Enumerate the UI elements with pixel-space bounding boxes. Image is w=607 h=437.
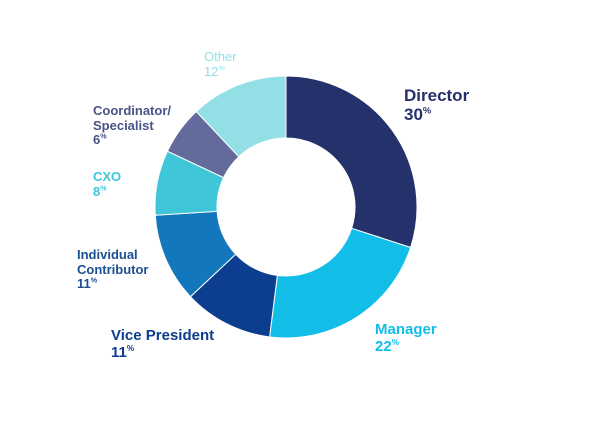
label-other: Other 12%: [204, 49, 237, 79]
label-coordinator-specialist: Coordinator/ Specialist 6%: [93, 103, 171, 148]
label-manager: Manager 22%: [375, 321, 437, 356]
label-other-name: Other: [204, 49, 237, 64]
label-individual-contributor-line2: Contributor: [77, 261, 149, 277]
label-coordinator-specialist-value: 6%: [93, 132, 107, 148]
label-cxo-value: 8%: [93, 183, 107, 199]
label-individual-contributor-line1: Individual: [77, 247, 138, 262]
label-individual-contributor: Individual Contributor 11%: [77, 247, 149, 292]
donut-slice-director: [285, 75, 418, 249]
label-director-name: Director: [404, 86, 470, 105]
label-cxo: CXO 8%: [93, 169, 122, 199]
label-vice-president: Vice President 11%: [111, 327, 215, 362]
label-individual-contributor-value: 11%: [77, 276, 98, 292]
donut-slice-other: [195, 75, 287, 158]
label-manager-name: Manager: [375, 321, 437, 338]
label-director: Director 30%: [404, 86, 469, 124]
label-director-value: 30%: [404, 105, 432, 125]
label-coordinator-specialist-line1: Coordinator/: [93, 103, 171, 118]
label-other-value: 12%: [204, 63, 225, 79]
label-vice-president-value: 11%: [111, 343, 135, 361]
label-vice-president-name: Vice President: [111, 327, 215, 344]
label-cxo-name: CXO: [93, 169, 122, 184]
label-manager-value: 22%: [375, 337, 400, 355]
label-coordinator-specialist-line2: Specialist: [93, 117, 154, 133]
donut-slice-manager: [269, 227, 412, 339]
